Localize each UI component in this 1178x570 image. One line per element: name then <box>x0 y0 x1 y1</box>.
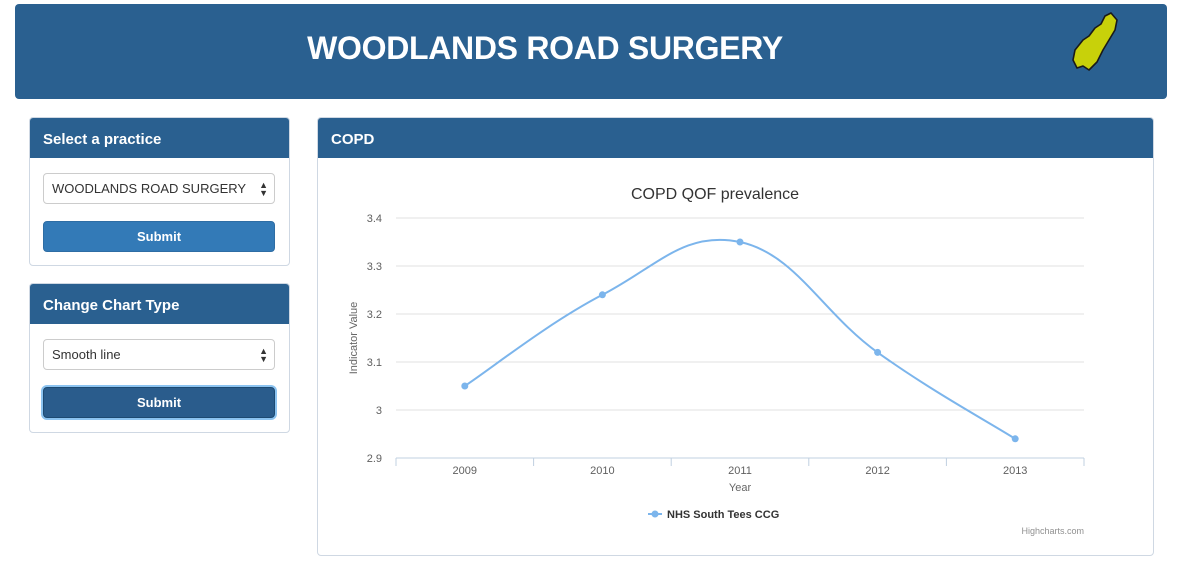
legend-item[interactable]: NHS South Tees CCG <box>667 509 779 521</box>
practice-select[interactable]: WOODLANDS ROAD SURGERY ▲ ▼ <box>43 173 275 204</box>
series-line <box>464 238 1016 440</box>
chart-type-select[interactable]: Smooth line ▲ ▼ <box>43 339 275 370</box>
chart-panel: COPD COPD QOF prevalence 2.9 3 3.1 3.2 3.3 3.… <box>317 117 1154 556</box>
select-arrows-icon: ▲ ▼ <box>259 180 268 198</box>
x-tick-label: 2012 <box>865 465 889 477</box>
page-title: WOODLANDS ROAD SURGERY <box>307 30 783 66</box>
chart-credit: Highcharts.com <box>1021 526 1084 536</box>
y-tick-label: 3.4 <box>367 213 382 225</box>
select-arrows-icon: ▲ ▼ <box>259 346 268 364</box>
data-point[interactable] <box>874 348 882 356</box>
y-tick-label: 3.1 <box>367 357 382 369</box>
y-tick-label: 2.9 <box>367 453 382 465</box>
practice-submit-button[interactable]: Submit <box>43 221 275 252</box>
y-tick-label: 3.2 <box>367 309 382 321</box>
y-tick-label: 3.3 <box>367 261 382 273</box>
chart-type-submit-button[interactable]: Submit <box>43 387 275 418</box>
chart-panel-heading: COPD <box>318 118 1153 158</box>
chart-type-select-value: Smooth line <box>52 347 121 362</box>
x-tick-label: 2010 <box>590 465 614 477</box>
chart-type-panel: Change Chart Type Smooth line ▲ ▼ Submit <box>29 283 290 433</box>
data-point[interactable] <box>598 291 606 299</box>
y-axis-label: Indicator Value <box>348 302 360 375</box>
x-axis-label: Year <box>729 482 752 494</box>
practice-panel-heading: Select a practice <box>30 118 289 158</box>
chart-type-panel-heading: Change Chart Type <box>30 284 289 324</box>
legend-marker <box>651 510 659 518</box>
page-header: WOODLANDS ROAD SURGERY <box>15 4 1167 99</box>
chart-title: COPD QOF prevalence <box>631 186 799 203</box>
x-tick-label: 2013 <box>1003 465 1027 477</box>
practice-panel: Select a practice WOODLANDS ROAD SURGERY… <box>29 117 290 266</box>
data-point[interactable] <box>461 382 469 390</box>
practice-select-value: WOODLANDS ROAD SURGERY <box>52 181 247 196</box>
y-tick-label: 3 <box>376 405 382 417</box>
chart-area: COPD QOF prevalence 2.9 3 3.1 3.2 3.3 3.4 200… <box>348 186 1085 536</box>
data-point[interactable] <box>1011 435 1019 443</box>
x-tick-label: 2011 <box>728 465 752 477</box>
x-tick-label: 2009 <box>453 465 477 477</box>
data-point[interactable] <box>736 238 744 246</box>
region-map-icon <box>1072 12 1118 71</box>
